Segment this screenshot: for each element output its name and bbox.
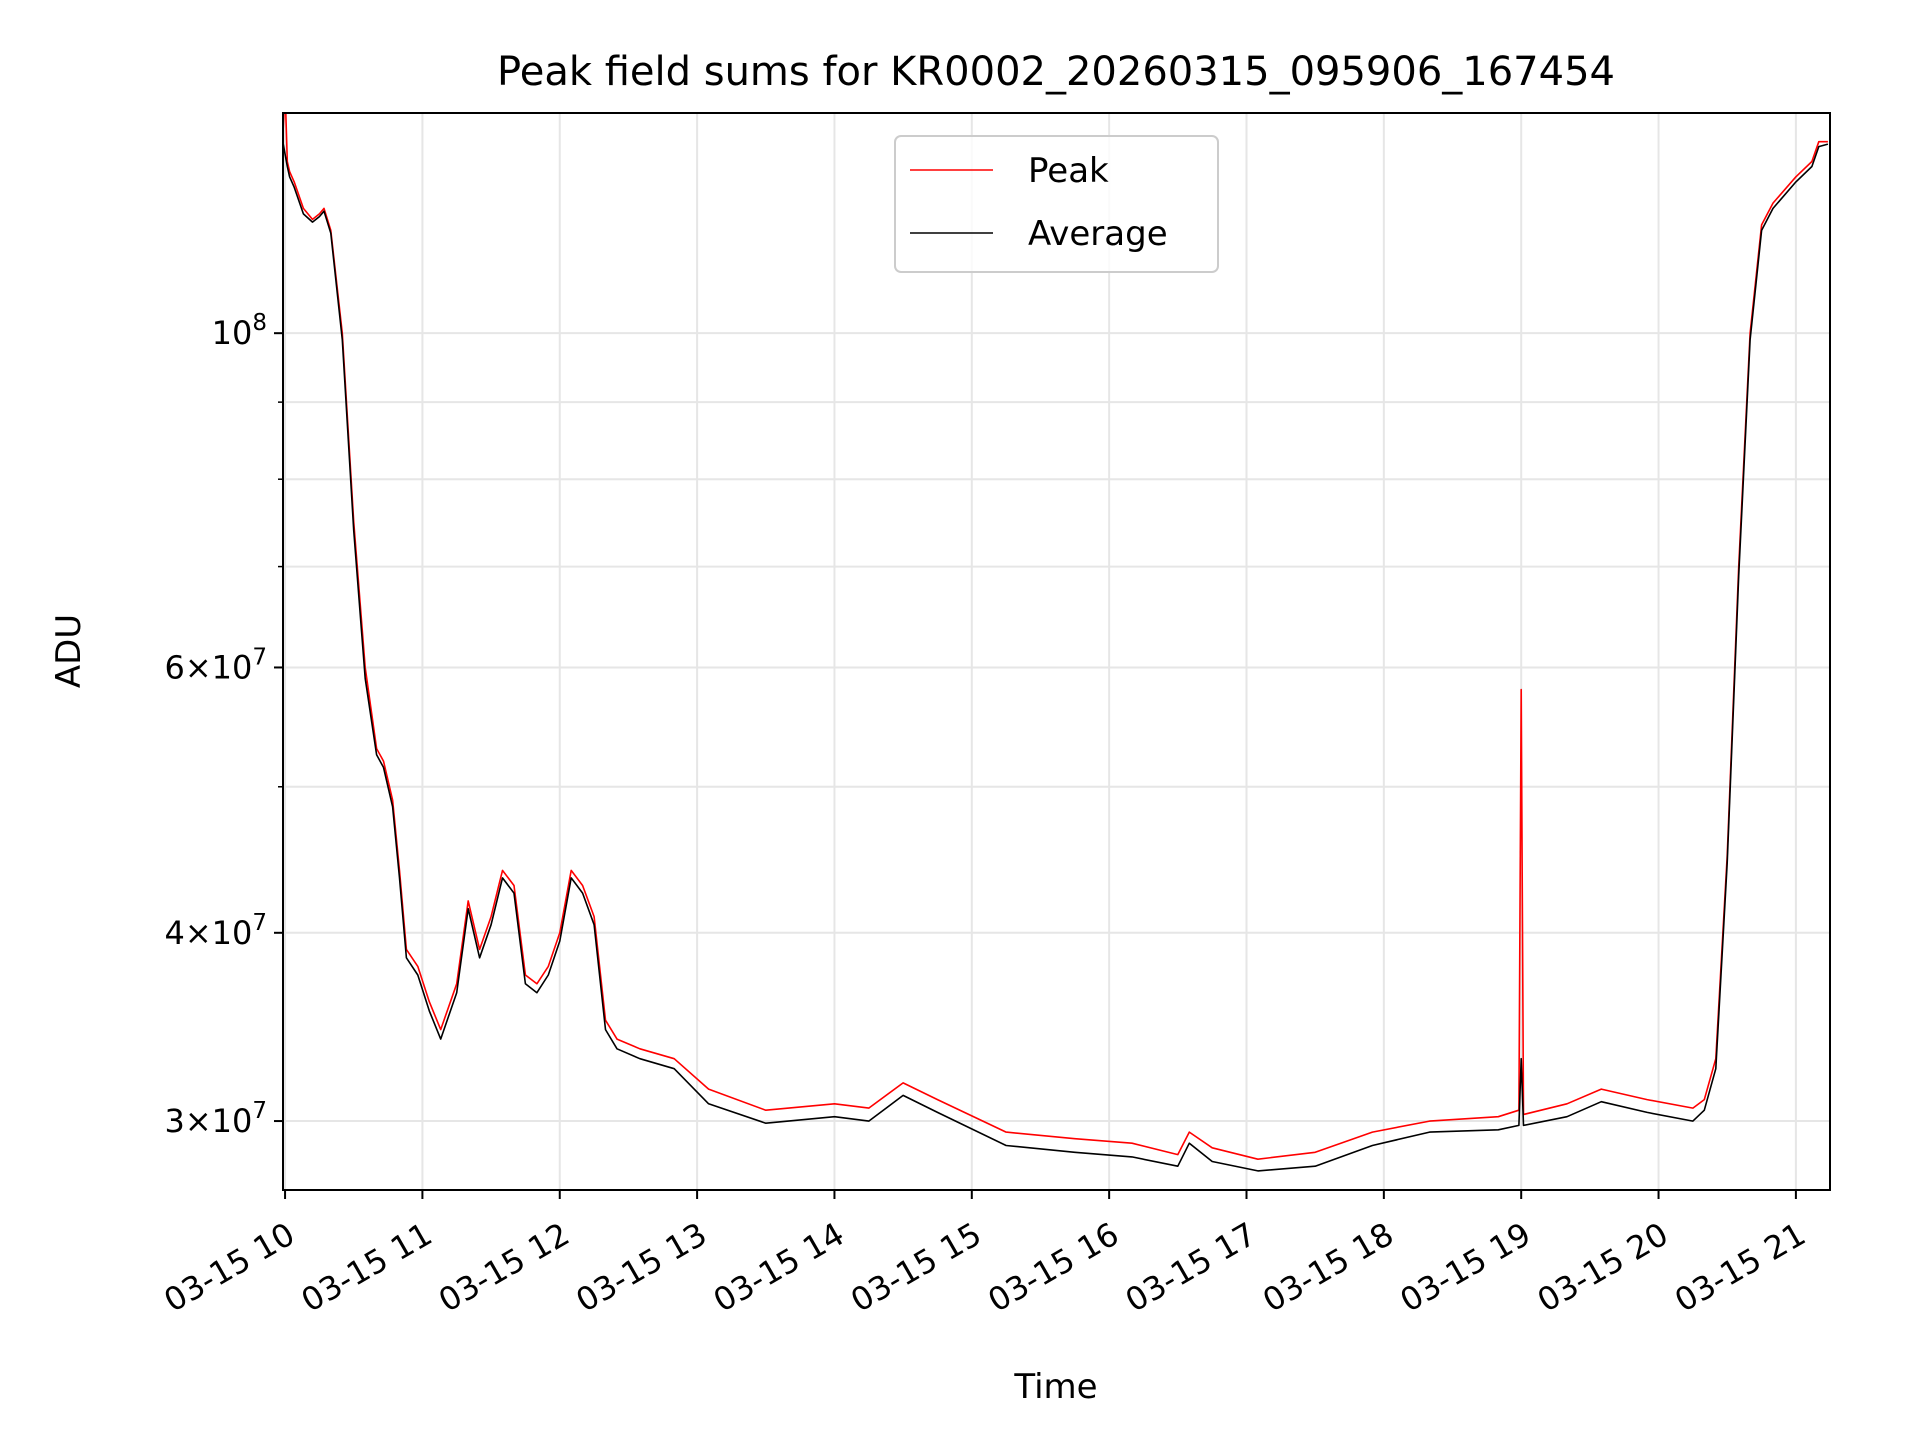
grid	[283, 113, 1830, 1190]
legend: Peak Average	[894, 135, 1219, 273]
y-tick-label: 6×107	[164, 644, 267, 686]
legend-label-peak: Peak	[1028, 151, 1109, 191]
y-tick-exponent: 7	[252, 910, 267, 936]
y-tick-exponent: 7	[252, 644, 267, 670]
y-axis-label: ADU	[49, 614, 89, 688]
y-tick-label: 4×107	[164, 910, 267, 952]
y-tick-base: 3×10	[164, 1102, 252, 1140]
y-tick-label: 108	[212, 310, 267, 352]
series-layer	[283, 113, 1829, 1172]
y-tick-exponent: 7	[252, 1098, 267, 1124]
series-line-average	[283, 141, 1829, 1172]
y-tick-label: 3×107	[164, 1098, 267, 1140]
y-tick-base: 10	[212, 314, 253, 352]
y-tick-base: 4×10	[164, 914, 252, 952]
y-tick-base: 6×10	[164, 648, 252, 686]
x-axis-label: Time	[1013, 1367, 1097, 1407]
plot-frame	[282, 112, 1831, 1191]
series-line-peak	[283, 113, 1828, 1160]
chart-title: Peak field sums for KR0002_20260315_0959…	[497, 49, 1615, 95]
legend-label-average: Average	[1028, 214, 1168, 254]
y-tick-exponent: 8	[252, 310, 267, 336]
